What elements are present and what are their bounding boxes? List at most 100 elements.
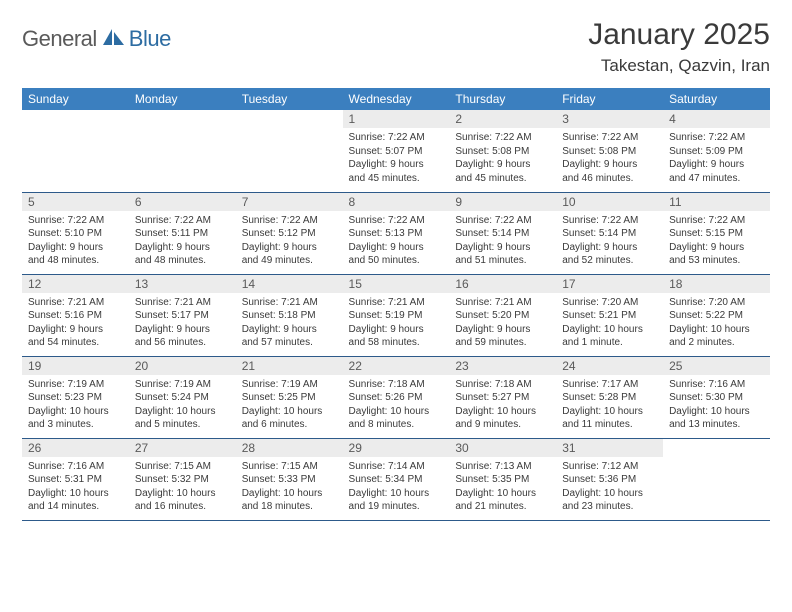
calendar-cell: 19Sunrise: 7:19 AMSunset: 5:23 PMDayligh… (22, 356, 129, 438)
day-line: Sunrise: 7:22 AM (562, 131, 657, 145)
day-line: Sunset: 5:36 PM (562, 473, 657, 487)
day-line: Sunrise: 7:19 AM (135, 378, 230, 392)
day-number: 6 (129, 193, 236, 211)
day-line: Sunset: 5:13 PM (349, 227, 444, 241)
day-number: 13 (129, 275, 236, 293)
day-line: Sunrise: 7:20 AM (669, 296, 764, 310)
day-details: Sunrise: 7:22 AMSunset: 5:07 PMDaylight:… (343, 128, 450, 189)
calendar-cell: 7Sunrise: 7:22 AMSunset: 5:12 PMDaylight… (236, 192, 343, 274)
day-line: Daylight: 10 hours (135, 487, 230, 501)
day-line: Sunset: 5:17 PM (135, 309, 230, 323)
page-title: January 2025 (588, 18, 770, 52)
day-details: Sunrise: 7:15 AMSunset: 5:32 PMDaylight:… (129, 457, 236, 518)
day-line: and 23 minutes. (562, 500, 657, 514)
day-line: Sunset: 5:32 PM (135, 473, 230, 487)
day-number: 16 (449, 275, 556, 293)
day-number: 4 (663, 110, 770, 128)
calendar-week: 26Sunrise: 7:16 AMSunset: 5:31 PMDayligh… (22, 438, 770, 520)
calendar-cell: 25Sunrise: 7:16 AMSunset: 5:30 PMDayligh… (663, 356, 770, 438)
calendar-cell: 1Sunrise: 7:22 AMSunset: 5:07 PMDaylight… (343, 110, 450, 192)
calendar-cell: 14Sunrise: 7:21 AMSunset: 5:18 PMDayligh… (236, 274, 343, 356)
calendar-cell: 4Sunrise: 7:22 AMSunset: 5:09 PMDaylight… (663, 110, 770, 192)
day-details: Sunrise: 7:22 AMSunset: 5:14 PMDaylight:… (556, 211, 663, 272)
calendar-cell: 8Sunrise: 7:22 AMSunset: 5:13 PMDaylight… (343, 192, 450, 274)
day-line: Sunset: 5:23 PM (28, 391, 123, 405)
day-line: Sunrise: 7:21 AM (242, 296, 337, 310)
day-line: Daylight: 9 hours (562, 158, 657, 172)
day-details (663, 443, 770, 450)
day-line: Sunrise: 7:14 AM (349, 460, 444, 474)
day-line: Sunrise: 7:13 AM (455, 460, 550, 474)
day-details: Sunrise: 7:22 AMSunset: 5:13 PMDaylight:… (343, 211, 450, 272)
day-details: Sunrise: 7:22 AMSunset: 5:10 PMDaylight:… (22, 211, 129, 272)
day-line: Sunrise: 7:15 AM (135, 460, 230, 474)
day-line: Daylight: 9 hours (242, 241, 337, 255)
day-details: Sunrise: 7:16 AMSunset: 5:31 PMDaylight:… (22, 457, 129, 518)
day-line: Sunrise: 7:12 AM (562, 460, 657, 474)
day-line: and 16 minutes. (135, 500, 230, 514)
day-line: Sunset: 5:16 PM (28, 309, 123, 323)
day-line: Sunset: 5:30 PM (669, 391, 764, 405)
day-details: Sunrise: 7:22 AMSunset: 5:11 PMDaylight:… (129, 211, 236, 272)
day-number: 15 (343, 275, 450, 293)
day-header: Wednesday (343, 88, 450, 110)
day-line: Sunset: 5:12 PM (242, 227, 337, 241)
day-number: 9 (449, 193, 556, 211)
day-number: 5 (22, 193, 129, 211)
day-header: Tuesday (236, 88, 343, 110)
day-number: 11 (663, 193, 770, 211)
day-line: Sunrise: 7:21 AM (28, 296, 123, 310)
day-header: Saturday (663, 88, 770, 110)
day-line: and 8 minutes. (349, 418, 444, 432)
day-details: Sunrise: 7:22 AMSunset: 5:14 PMDaylight:… (449, 211, 556, 272)
day-line: and 13 minutes. (669, 418, 764, 432)
day-number: 2 (449, 110, 556, 128)
day-line: Sunrise: 7:17 AM (562, 378, 657, 392)
day-number: 14 (236, 275, 343, 293)
calendar-week: 19Sunrise: 7:19 AMSunset: 5:23 PMDayligh… (22, 356, 770, 438)
day-line: Sunrise: 7:15 AM (242, 460, 337, 474)
day-number: 1 (343, 110, 450, 128)
day-details (236, 114, 343, 121)
day-line: and 46 minutes. (562, 172, 657, 186)
calendar-cell: 31Sunrise: 7:12 AMSunset: 5:36 PMDayligh… (556, 438, 663, 520)
day-line: Sunrise: 7:22 AM (242, 214, 337, 228)
calendar-cell: 22Sunrise: 7:18 AMSunset: 5:26 PMDayligh… (343, 356, 450, 438)
day-line: and 54 minutes. (28, 336, 123, 350)
day-line: Daylight: 10 hours (455, 405, 550, 419)
day-details: Sunrise: 7:22 AMSunset: 5:08 PMDaylight:… (449, 128, 556, 189)
day-line: Sunrise: 7:21 AM (455, 296, 550, 310)
calendar-cell: 18Sunrise: 7:20 AMSunset: 5:22 PMDayligh… (663, 274, 770, 356)
calendar-week: 5Sunrise: 7:22 AMSunset: 5:10 PMDaylight… (22, 192, 770, 274)
calendar-cell: 20Sunrise: 7:19 AMSunset: 5:24 PMDayligh… (129, 356, 236, 438)
day-line: Daylight: 9 hours (669, 158, 764, 172)
day-line: Daylight: 10 hours (455, 487, 550, 501)
day-line: Daylight: 9 hours (349, 158, 444, 172)
day-line: Sunrise: 7:22 AM (562, 214, 657, 228)
day-line: Sunrise: 7:22 AM (455, 214, 550, 228)
calendar-cell: 21Sunrise: 7:19 AMSunset: 5:25 PMDayligh… (236, 356, 343, 438)
day-line: Daylight: 10 hours (562, 405, 657, 419)
day-line: Daylight: 9 hours (349, 241, 444, 255)
day-line: and 51 minutes. (455, 254, 550, 268)
calendar-cell (663, 438, 770, 520)
day-number: 26 (22, 439, 129, 457)
day-details: Sunrise: 7:18 AMSunset: 5:26 PMDaylight:… (343, 375, 450, 436)
day-line: Sunset: 5:24 PM (135, 391, 230, 405)
calendar-table: SundayMondayTuesdayWednesdayThursdayFrid… (22, 88, 770, 521)
day-line: Daylight: 9 hours (349, 323, 444, 337)
day-line: Daylight: 9 hours (135, 323, 230, 337)
calendar-cell: 27Sunrise: 7:15 AMSunset: 5:32 PMDayligh… (129, 438, 236, 520)
day-line: Sunset: 5:11 PM (135, 227, 230, 241)
day-details (22, 114, 129, 121)
day-line: and 45 minutes. (349, 172, 444, 186)
calendar-cell: 26Sunrise: 7:16 AMSunset: 5:31 PMDayligh… (22, 438, 129, 520)
day-line: Daylight: 10 hours (562, 323, 657, 337)
day-number: 22 (343, 357, 450, 375)
calendar-cell: 13Sunrise: 7:21 AMSunset: 5:17 PMDayligh… (129, 274, 236, 356)
day-details: Sunrise: 7:20 AMSunset: 5:22 PMDaylight:… (663, 293, 770, 354)
day-line: Daylight: 9 hours (562, 241, 657, 255)
brand-text-general: General (22, 26, 97, 52)
calendar-cell: 17Sunrise: 7:20 AMSunset: 5:21 PMDayligh… (556, 274, 663, 356)
day-line: and 19 minutes. (349, 500, 444, 514)
